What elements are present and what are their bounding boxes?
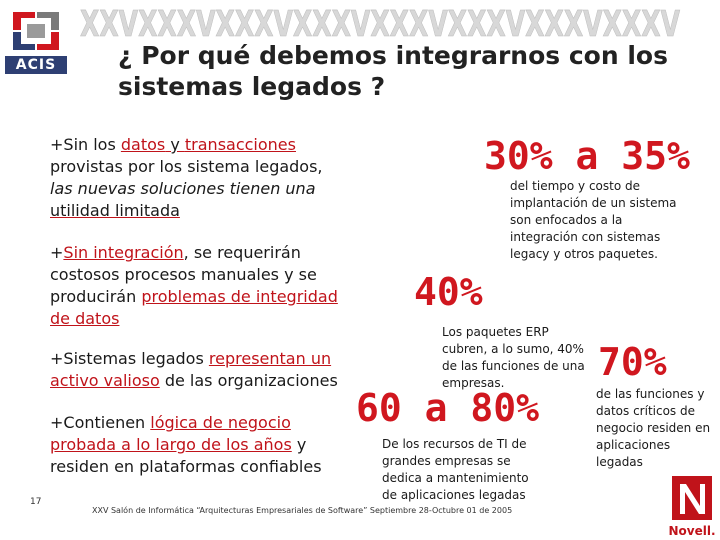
novell-n-mark: [672, 476, 712, 520]
stat-value-30-35: 30% a 35%: [484, 134, 690, 178]
link-datos: datos: [120, 135, 166, 154]
stat-value-60-80: 60 a 80%: [356, 386, 540, 430]
link-transacciones: transacciones: [184, 135, 296, 154]
page-title: ¿ Por qué debemos integrarnos con los si…: [118, 41, 668, 101]
logo-wordmark: ACIS: [5, 56, 67, 74]
stat-desc-60-80: De los recursos de TI de grandes empresa…: [382, 437, 529, 502]
stat-value-40: 40%: [414, 270, 483, 314]
novell-wordmark: Novell.: [668, 524, 716, 538]
stat-desc-40: Los paquetes ERP cubren, a lo sumo, 40% …: [442, 325, 585, 390]
link-activo-valioso: representan un activo valioso: [50, 349, 332, 390]
novell-logo: Novell.: [664, 474, 720, 540]
paragraph-datos: +Sin los datos y transacciones provistas…: [50, 135, 323, 220]
acis-logo-mark: [13, 12, 59, 50]
stat-desc-30-35: del tiempo y costo de implantación de un…: [510, 179, 677, 261]
stat-value-70: 70%: [598, 340, 667, 384]
banner-text: XXVXXXVXXXVXXXVXXXVXXXVXXXVXXXV: [80, 4, 680, 40]
bullet: +: [50, 349, 64, 368]
bullet: +: [50, 413, 64, 432]
paragraph-activo: +Sistemas legados representan un activo …: [50, 349, 338, 390]
link-sin-integracion: Sin integración: [63, 243, 184, 262]
stat-desc-70: de las funciones y datos críticos de neg…: [596, 387, 711, 469]
utilidad-limitada: utilidad limitada: [50, 201, 180, 220]
slide-number: 17: [30, 497, 42, 507]
paragraph-logica: +Contienen lógica de negocio probada a l…: [50, 413, 322, 476]
paragraph-integracion: +Sin integración, se requerirán costosos…: [50, 243, 338, 328]
acis-logo: ACIS: [5, 8, 67, 74]
bullet: +: [50, 135, 64, 154]
bullet: +: [50, 243, 64, 262]
header-banner: XXVXXXVXXXVXXXVXXXVXXXVXXXVXXXV: [80, 4, 680, 40]
link-problemas-integridad: problemas de integridad de datos: [50, 287, 338, 328]
footer-text: XXV Salón de Informática “Arquitecturas …: [92, 506, 513, 515]
link-logica-negocio: lógica de negocio probada a lo largo de …: [50, 413, 292, 454]
